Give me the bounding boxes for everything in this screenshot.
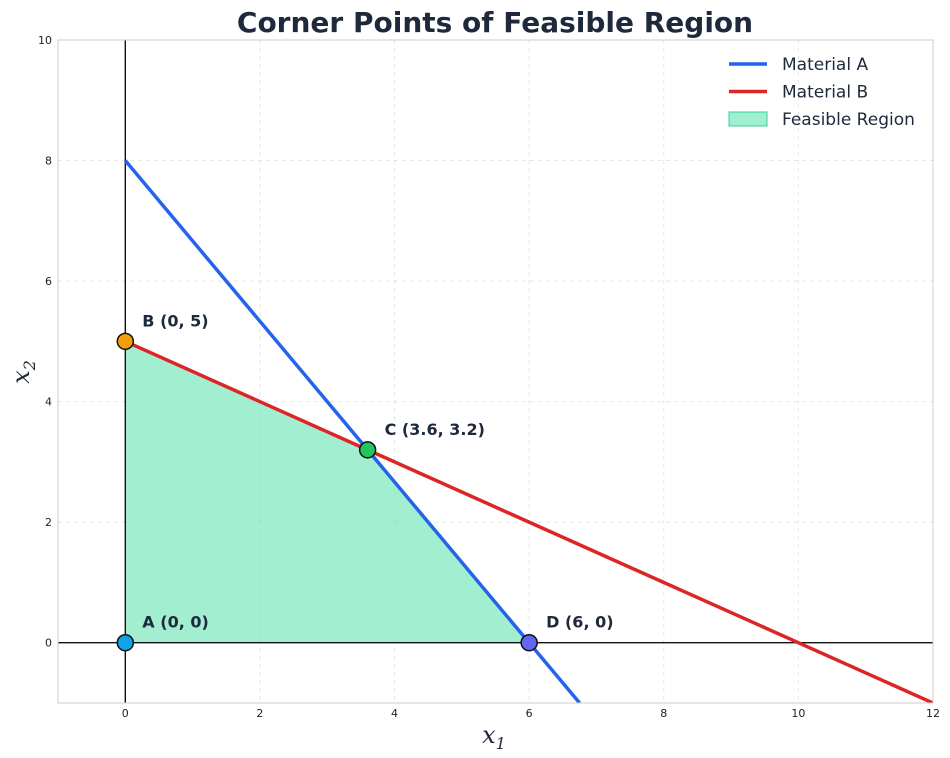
x-tick-label-10: 10 <box>791 707 805 720</box>
y-tick-label-6: 6 <box>45 275 52 288</box>
corner-point-label-d: D (6, 0) <box>546 613 613 632</box>
y-tick-label-10: 10 <box>38 34 52 47</box>
corner-point-d <box>520 633 538 652</box>
y-tick-label-2: 2 <box>45 516 52 529</box>
legend-swatch-feasible-region <box>728 111 768 127</box>
corner-point-label-c: C (3.6, 3.2) <box>385 420 485 439</box>
series-lines <box>123 159 933 703</box>
feasible-region-layer <box>125 341 530 643</box>
series-line-material-b <box>124 339 933 703</box>
corner-point-c <box>358 441 377 459</box>
tick-labels: 0 2 4 6 8 10 12 0 2 4 6 8 10 <box>38 34 940 720</box>
legend-label-material-b: Material B <box>782 83 868 103</box>
x-tick-label-6: 6 <box>526 707 533 720</box>
x-tick-label-0: 0 <box>122 707 129 720</box>
zero-axes <box>58 40 933 703</box>
chart-title: Corner Points of Feasible Region <box>237 6 753 39</box>
legend-label-material-a: Material A <box>782 55 868 75</box>
y-tick-label-4: 4 <box>45 396 52 409</box>
y-tick-label-0: 0 <box>45 637 52 650</box>
corner-point-b <box>116 332 135 351</box>
y-tick-label-8: 8 <box>45 155 52 168</box>
corner-point-label-a: A (0, 0) <box>142 613 209 632</box>
x-tick-label-8: 8 <box>660 707 667 720</box>
legend: Material A Material B Feasible Region <box>728 55 915 130</box>
corner-point-a <box>116 633 135 652</box>
plot-frame <box>57 39 934 704</box>
corner-points: A (0, 0) B (0, 5) C (3.6, 3.2) D (6, 0) <box>116 311 614 652</box>
x-tick-label-12: 12 <box>926 707 940 720</box>
corner-point-label-b: B (0, 5) <box>142 311 208 330</box>
feasible-region <box>125 341 530 643</box>
x-tick-label-4: 4 <box>391 707 398 720</box>
series-line-material-a <box>123 159 581 703</box>
legend-label-feasible-region: Feasible Region <box>782 110 915 130</box>
x-axis-label: x1 <box>482 721 506 753</box>
y-axis-label: x2 <box>7 360 39 384</box>
x-tick-label-2: 2 <box>256 707 263 720</box>
